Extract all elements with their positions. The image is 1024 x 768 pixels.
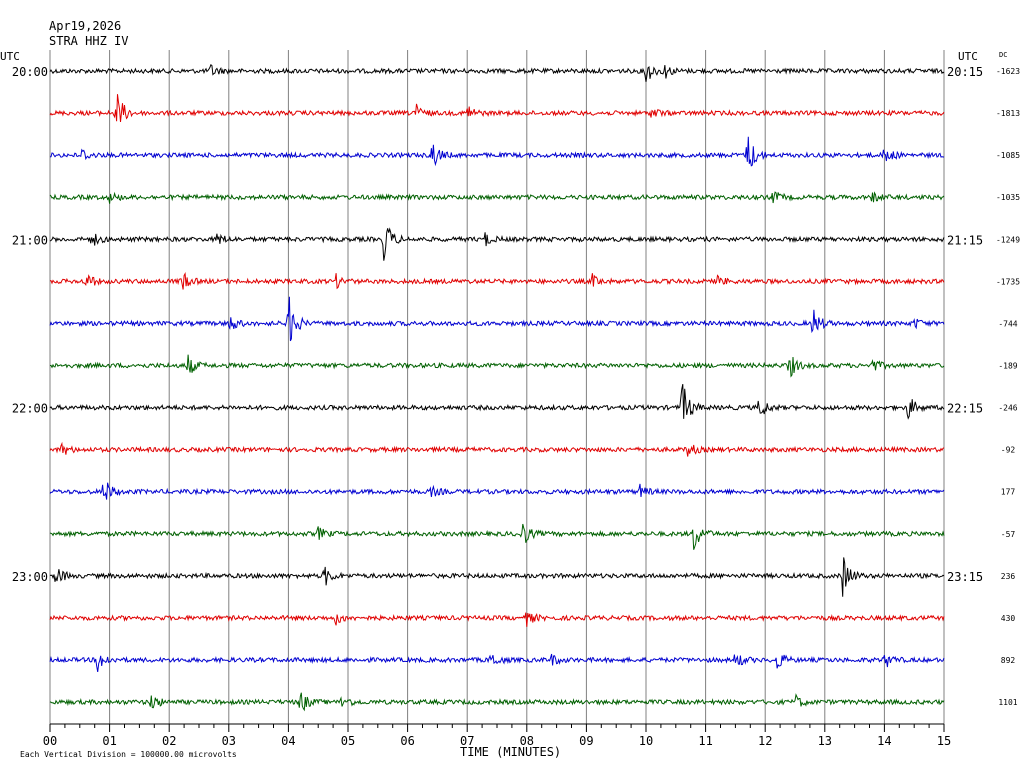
hour-label-right: 21:15 bbox=[947, 233, 983, 247]
hour-label-left: 23:00 bbox=[12, 570, 48, 584]
x-tick-label: 02 bbox=[162, 734, 176, 748]
x-tick-label: 14 bbox=[877, 734, 891, 748]
left-utc-title: UTC bbox=[0, 50, 20, 63]
x-tick-label: 09 bbox=[579, 734, 593, 748]
x-axis-label: TIME (MINUTES) bbox=[460, 745, 561, 759]
trace-line bbox=[49, 354, 945, 378]
trace-line bbox=[49, 64, 945, 82]
dc-value: 236 bbox=[1001, 572, 1016, 581]
trace-line bbox=[49, 523, 945, 550]
date-label: Apr19,2026 bbox=[49, 19, 122, 33]
dc-value: -1249 bbox=[996, 235, 1020, 244]
dc-value: 177 bbox=[1001, 488, 1016, 497]
x-tick-label: 06 bbox=[400, 734, 414, 748]
hour-label-right: 23:15 bbox=[947, 570, 983, 584]
x-tick-label: 10 bbox=[639, 734, 653, 748]
hour-label-right: 20:15 bbox=[947, 65, 983, 79]
right-utc-title: UTC bbox=[958, 50, 978, 63]
trace-line bbox=[49, 191, 945, 204]
x-tick-label: 01 bbox=[102, 734, 116, 748]
x-tick-label: 04 bbox=[281, 734, 295, 748]
trace-line bbox=[49, 272, 945, 290]
station-label: STRA HHZ IV bbox=[49, 34, 129, 48]
dc-value: -92 bbox=[1001, 446, 1016, 455]
dc-value: -57 bbox=[1001, 530, 1016, 539]
dc-value: -744 bbox=[998, 319, 1017, 328]
hour-label-left: 21:00 bbox=[12, 233, 48, 247]
dc-title: DC bbox=[999, 51, 1007, 59]
dc-value: -1735 bbox=[996, 277, 1020, 286]
dc-value: -1813 bbox=[996, 109, 1020, 118]
trace-line bbox=[49, 227, 945, 261]
hour-label-left: 20:00 bbox=[12, 65, 48, 79]
x-tick-label: 03 bbox=[222, 734, 236, 748]
trace-line bbox=[49, 296, 945, 342]
dc-value: -189 bbox=[998, 361, 1017, 370]
dc-value: -1623 bbox=[996, 67, 1020, 76]
dc-value: -1035 bbox=[996, 193, 1020, 202]
x-tick-label: 08 bbox=[520, 734, 534, 748]
x-tick-label: 00 bbox=[43, 734, 57, 748]
trace-line bbox=[49, 482, 945, 500]
trace-line bbox=[49, 136, 945, 167]
trace-line bbox=[49, 557, 945, 597]
grid bbox=[49, 50, 945, 732]
x-tick-label: 12 bbox=[758, 734, 772, 748]
hour-label-right: 22:15 bbox=[947, 402, 983, 416]
scale-note: Each Vertical Division = 100000.00 micro… bbox=[20, 750, 237, 759]
trace-line bbox=[49, 612, 945, 627]
dc-value: 430 bbox=[1001, 614, 1016, 623]
dc-value: -246 bbox=[998, 404, 1017, 413]
trace-line bbox=[49, 692, 945, 712]
x-tick-label: 11 bbox=[698, 734, 712, 748]
traces bbox=[49, 64, 945, 712]
x-tick-label: 07 bbox=[460, 734, 474, 748]
hour-label-left: 22:00 bbox=[12, 402, 48, 416]
trace-line bbox=[49, 441, 945, 457]
x-tick-label: 05 bbox=[341, 734, 355, 748]
trace-line bbox=[49, 384, 945, 420]
trace-line bbox=[49, 94, 945, 122]
labels: UTC UTC DC TIME (MINUTES) Each Vertical … bbox=[0, 50, 1020, 759]
x-tick-label: 13 bbox=[818, 734, 832, 748]
dc-value: 892 bbox=[1001, 656, 1016, 665]
dc-value: -1085 bbox=[996, 151, 1020, 160]
dc-value: 1101 bbox=[998, 698, 1017, 707]
trace-line bbox=[49, 653, 945, 672]
x-tick-label: 15 bbox=[937, 734, 951, 748]
